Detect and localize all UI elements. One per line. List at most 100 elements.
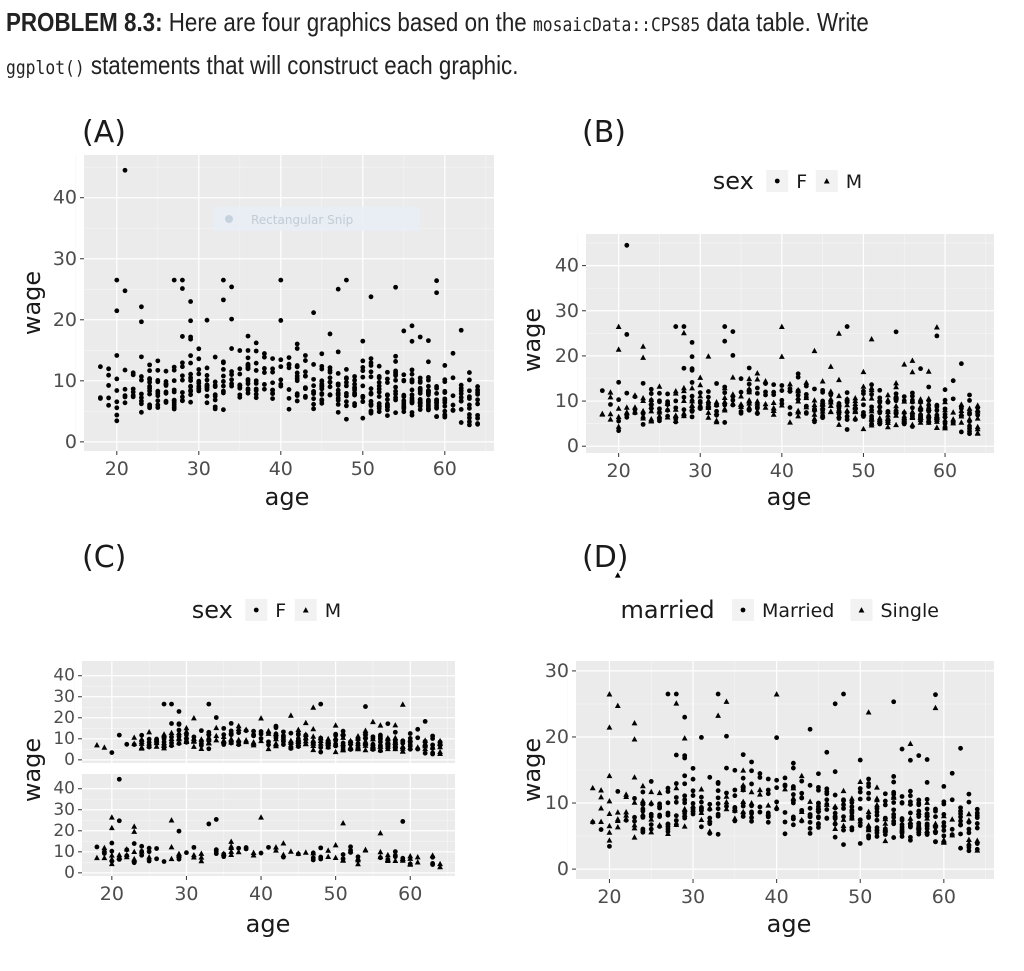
data-point <box>614 809 621 815</box>
data-point <box>245 377 251 382</box>
data-point <box>724 790 729 796</box>
data-point <box>368 294 374 300</box>
data-point <box>827 395 834 402</box>
data-point <box>114 308 120 314</box>
y-tick-label: 30 <box>555 300 579 322</box>
data-point <box>168 817 175 823</box>
data-point <box>368 401 374 407</box>
data-point <box>303 358 308 363</box>
data-point <box>915 824 922 830</box>
data-point <box>422 743 428 749</box>
data-point <box>869 404 874 410</box>
data-point <box>360 399 366 405</box>
data-point <box>212 397 218 403</box>
data-point <box>746 381 752 387</box>
data-point <box>803 392 809 397</box>
data-point <box>294 398 300 404</box>
data-point <box>722 384 728 390</box>
data-point <box>632 814 637 820</box>
data-point <box>180 277 185 283</box>
data-point <box>966 844 972 850</box>
data-point <box>245 361 251 367</box>
data-point <box>689 405 695 411</box>
data-point <box>820 387 826 393</box>
data-point <box>188 318 194 324</box>
data-point <box>608 402 613 407</box>
data-point <box>253 360 259 366</box>
data-point <box>442 414 448 420</box>
data-point <box>706 394 711 400</box>
data-point <box>176 850 182 857</box>
data-point <box>139 849 145 854</box>
data-point <box>220 738 227 744</box>
data-point <box>335 409 341 415</box>
data-point <box>798 772 805 779</box>
data-point <box>355 737 361 742</box>
data-point <box>347 744 354 751</box>
data-point <box>754 370 761 376</box>
data-point <box>841 827 846 833</box>
data-point <box>730 353 736 358</box>
data-point <box>697 381 704 388</box>
data-point <box>161 859 167 864</box>
data-point <box>442 408 448 414</box>
data-point <box>770 411 777 417</box>
legend-entry: F <box>275 600 286 622</box>
data-point <box>790 794 797 801</box>
data-point <box>294 364 300 370</box>
data-point <box>648 822 654 827</box>
data-point <box>925 368 932 374</box>
data-point <box>885 399 891 405</box>
data-point <box>740 782 747 788</box>
data-point <box>690 811 696 817</box>
data-point <box>392 739 398 745</box>
data-point <box>631 736 638 742</box>
data-point <box>860 395 867 401</box>
data-point <box>770 407 777 413</box>
data-point <box>176 709 182 714</box>
data-point <box>779 383 785 388</box>
data-point <box>899 834 905 839</box>
data-point <box>926 413 932 419</box>
data-point <box>754 411 760 416</box>
data-point <box>311 396 316 402</box>
data-point <box>161 739 167 746</box>
data-point <box>811 401 818 408</box>
data-point <box>656 789 663 796</box>
data-point <box>422 718 428 724</box>
data-point <box>385 721 391 727</box>
data-point <box>632 392 638 398</box>
data-point <box>281 733 286 739</box>
data-point <box>857 823 863 828</box>
data-point <box>171 397 177 403</box>
data-point <box>949 832 955 838</box>
data-point <box>360 374 366 380</box>
data-point <box>327 379 333 385</box>
data-point <box>589 784 596 791</box>
data-point <box>910 405 915 411</box>
data-point <box>335 402 341 407</box>
data-point <box>681 397 687 404</box>
data-point <box>94 854 100 861</box>
data-point <box>819 398 826 404</box>
data-point <box>749 781 754 787</box>
data-point <box>155 358 161 364</box>
data-point <box>924 811 930 817</box>
data-point <box>335 349 341 355</box>
data-point <box>319 391 325 396</box>
data-point <box>723 698 730 704</box>
data-point <box>623 409 630 415</box>
data-point <box>901 412 908 419</box>
y-tick-label: 10 <box>555 390 579 412</box>
data-point <box>319 378 325 384</box>
data-point <box>799 790 805 796</box>
data-point <box>360 358 366 364</box>
data-point <box>816 771 821 777</box>
data-point <box>690 793 696 798</box>
data-point <box>917 419 924 425</box>
data-point <box>852 403 859 410</box>
data-point <box>147 402 153 408</box>
data-point <box>221 359 226 365</box>
data-point <box>348 844 353 850</box>
data-point <box>317 740 324 746</box>
